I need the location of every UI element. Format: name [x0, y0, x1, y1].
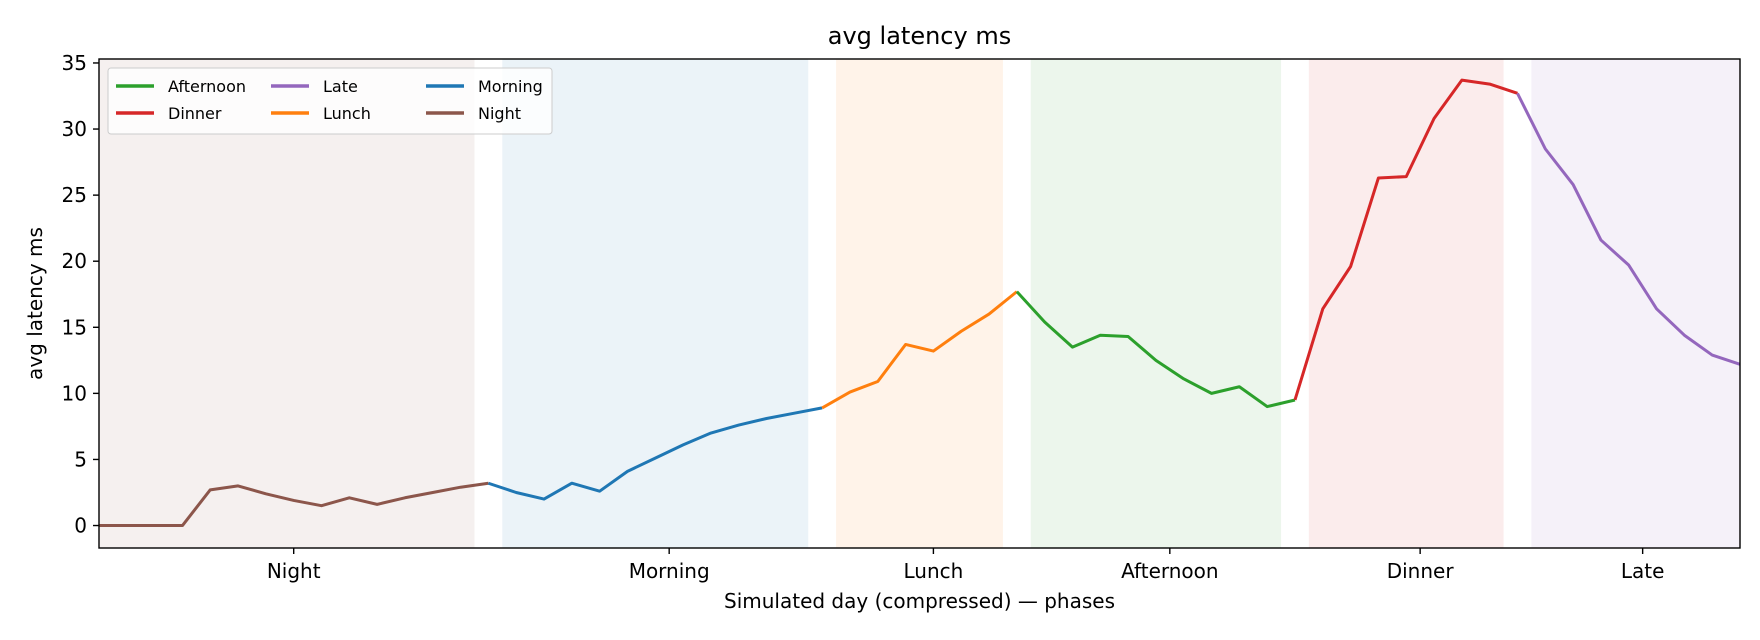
x-tick-label-lunch: Lunch	[903, 559, 963, 583]
y-tick-label: 20	[62, 249, 87, 273]
series-lines	[99, 78, 1741, 528]
y-tick-label: 5	[74, 447, 87, 471]
series-line-late	[1516, 92, 1741, 366]
series-line-afternoon	[1015, 290, 1296, 409]
y-tick-label: 30	[62, 117, 87, 141]
x-axis-label: Simulated day (compressed) — phases	[724, 589, 1115, 613]
series-line-night	[99, 481, 489, 528]
y-axis-ticks: 0 5 10 15 20 25 30 35	[62, 51, 99, 538]
y-axis-label: avg latency ms	[23, 227, 47, 380]
legend-label-morning: Morning	[478, 77, 543, 96]
series-line-dinner	[1293, 78, 1518, 401]
phase-band-lunch	[836, 59, 1003, 548]
legend-label-afternoon: Afternoon	[168, 77, 246, 96]
phase-band-morning	[502, 59, 809, 548]
phase-band-dinner	[1308, 59, 1504, 548]
legend: Afternoon Dinner Late Lunch Morning Night	[107, 67, 553, 135]
legend-label-lunch: Lunch	[323, 104, 371, 123]
y-tick-label: 0	[74, 514, 87, 538]
series-line-lunch	[821, 290, 1018, 410]
phase-band-night	[99, 59, 475, 548]
x-axis-ticks: Night Morning Lunch Afternoon Dinner Late	[267, 548, 1665, 583]
series-line-morning	[487, 406, 823, 501]
y-tick-label: 25	[62, 183, 87, 207]
y-tick-label: 10	[62, 381, 87, 405]
y-tick-label: 15	[62, 315, 87, 339]
x-tick-label-morning: Morning	[629, 559, 710, 583]
x-tick-label-night: Night	[267, 559, 321, 583]
x-tick-label-afternoon: Afternoon	[1121, 559, 1219, 583]
x-tick-label-dinner: Dinner	[1387, 559, 1455, 583]
phase-band-late	[1531, 59, 1740, 548]
x-tick-label-late: Late	[1621, 559, 1665, 583]
plot-frame	[98, 58, 1741, 549]
legend-label-dinner: Dinner	[168, 104, 222, 123]
phase-bands	[99, 59, 1740, 548]
legend-label-late: Late	[323, 77, 358, 96]
phase-band-afternoon	[1030, 59, 1282, 548]
chart-title: avg latency ms	[828, 22, 1011, 50]
legend-label-night: Night	[478, 104, 521, 123]
y-tick-label: 35	[62, 51, 87, 75]
